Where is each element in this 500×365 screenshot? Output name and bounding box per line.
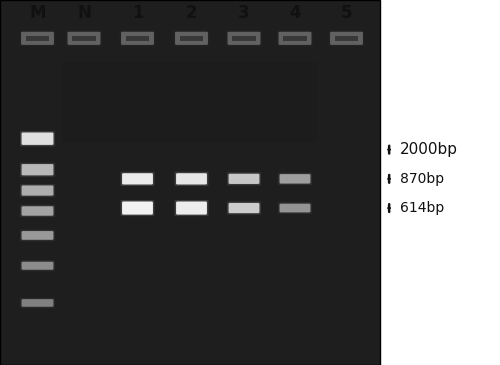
FancyBboxPatch shape — [66, 30, 102, 46]
Text: 614bp: 614bp — [400, 201, 444, 215]
Bar — [0, 0, 380, 365]
FancyBboxPatch shape — [22, 299, 54, 307]
FancyBboxPatch shape — [22, 231, 54, 240]
Text: N: N — [77, 4, 91, 22]
FancyBboxPatch shape — [280, 174, 310, 184]
FancyBboxPatch shape — [278, 173, 312, 185]
FancyBboxPatch shape — [20, 230, 55, 241]
Text: 5: 5 — [341, 4, 352, 22]
FancyBboxPatch shape — [120, 30, 156, 46]
FancyBboxPatch shape — [176, 173, 207, 185]
FancyBboxPatch shape — [21, 32, 54, 45]
Bar — [72, 36, 96, 41]
FancyBboxPatch shape — [330, 32, 363, 45]
FancyBboxPatch shape — [22, 164, 54, 175]
FancyBboxPatch shape — [277, 30, 313, 46]
FancyBboxPatch shape — [174, 30, 210, 46]
Bar — [180, 36, 204, 41]
Bar — [126, 36, 150, 41]
FancyBboxPatch shape — [121, 32, 154, 45]
FancyBboxPatch shape — [20, 30, 56, 46]
FancyBboxPatch shape — [68, 32, 100, 45]
Bar — [62, 62, 317, 142]
FancyBboxPatch shape — [22, 185, 54, 196]
Bar — [26, 36, 50, 41]
Bar — [334, 36, 358, 41]
FancyBboxPatch shape — [228, 32, 260, 45]
FancyBboxPatch shape — [22, 262, 54, 270]
Text: 1: 1 — [132, 4, 143, 22]
FancyBboxPatch shape — [20, 162, 55, 177]
FancyBboxPatch shape — [20, 184, 55, 197]
Text: 2: 2 — [186, 4, 198, 22]
FancyBboxPatch shape — [20, 205, 55, 217]
FancyBboxPatch shape — [174, 200, 208, 216]
Text: M: M — [29, 4, 46, 22]
FancyBboxPatch shape — [22, 206, 54, 216]
Text: 3: 3 — [238, 4, 250, 22]
FancyBboxPatch shape — [228, 174, 260, 184]
FancyBboxPatch shape — [176, 201, 207, 215]
Text: 870bp: 870bp — [400, 172, 444, 186]
FancyBboxPatch shape — [228, 203, 260, 213]
Bar — [283, 36, 307, 41]
Text: 2000bp: 2000bp — [400, 142, 458, 157]
FancyBboxPatch shape — [227, 172, 261, 185]
FancyBboxPatch shape — [120, 172, 154, 186]
FancyBboxPatch shape — [20, 131, 55, 146]
FancyBboxPatch shape — [122, 173, 153, 185]
FancyBboxPatch shape — [22, 132, 54, 145]
FancyBboxPatch shape — [328, 30, 364, 46]
FancyBboxPatch shape — [120, 200, 154, 216]
FancyBboxPatch shape — [280, 204, 310, 212]
FancyBboxPatch shape — [174, 172, 208, 186]
FancyBboxPatch shape — [20, 298, 55, 308]
Bar — [232, 36, 256, 41]
FancyBboxPatch shape — [227, 201, 261, 215]
FancyBboxPatch shape — [278, 32, 312, 45]
FancyBboxPatch shape — [20, 260, 55, 271]
FancyBboxPatch shape — [226, 30, 262, 46]
FancyBboxPatch shape — [175, 32, 208, 45]
Text: 4: 4 — [289, 4, 301, 22]
FancyBboxPatch shape — [122, 201, 153, 215]
FancyBboxPatch shape — [278, 202, 312, 214]
